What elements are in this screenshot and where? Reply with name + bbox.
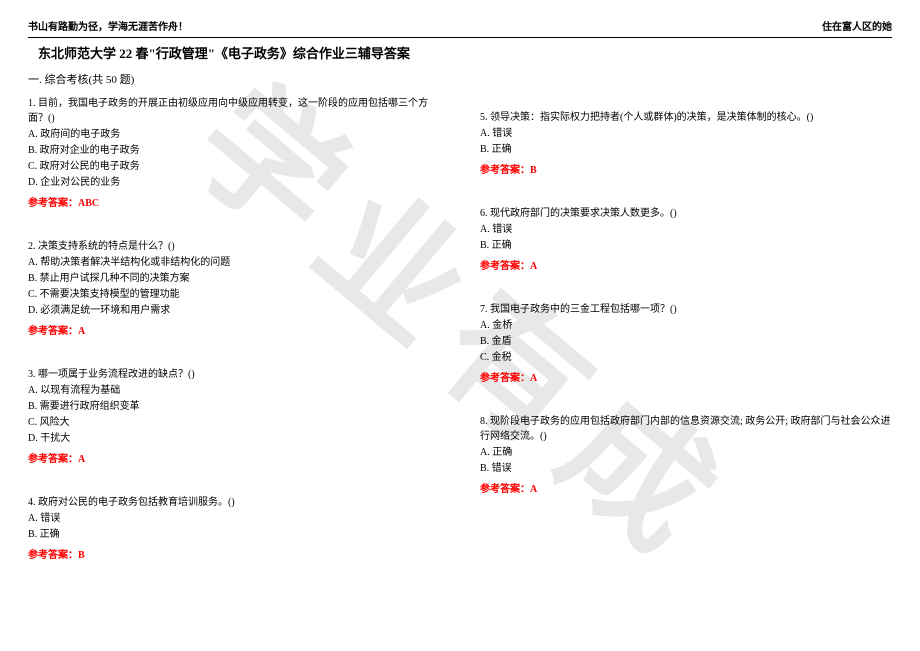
question-text: 5. 领导决策：指实际权力把持者(个人或群体)的决策，是决策体制的核心。() <box>480 110 892 125</box>
option: B. 正确 <box>480 238 892 253</box>
question-text: 7. 我国电子政务中的三金工程包括哪一项？() <box>480 302 892 317</box>
option: D. 必须满足统一环境和用户需求 <box>28 303 440 318</box>
question-text: 1. 目前，我国电子政务的开展正由初级应用向中级应用转变，这一阶段的应用包括哪三… <box>28 96 440 126</box>
option: B. 错误 <box>480 461 892 476</box>
column-left: 1. 目前，我国电子政务的开展正由初级应用向中级应用转变，这一阶段的应用包括哪三… <box>28 96 460 591</box>
question: 3. 哪一项属于业务流程改进的缺点？()A. 以现有流程为基础B. 需要进行政府… <box>28 367 440 467</box>
answer: 参考答案：ABC <box>28 196 440 211</box>
option: C. 不需要决策支持模型的管理功能 <box>28 287 440 302</box>
answer: 参考答案：A <box>480 482 892 497</box>
header-right: 住在富人区的她 <box>822 20 892 35</box>
option: A. 政府间的电子政务 <box>28 127 440 142</box>
question: 7. 我国电子政务中的三金工程包括哪一项？()A. 金桥B. 金盾C. 金税参考… <box>480 302 892 386</box>
section-heading: 一. 综合考核(共 50 题) <box>28 72 892 89</box>
answer: 参考答案：A <box>480 371 892 386</box>
option: A. 正确 <box>480 445 892 460</box>
question-text: 2. 决策支持系统的特点是什么？() <box>28 239 440 254</box>
column-right: 5. 领导决策：指实际权力把持者(个人或群体)的决策，是决策体制的核心。()A.… <box>460 96 892 591</box>
option: A. 错误 <box>28 511 440 526</box>
question-text: 6. 现代政府部门的决策要求决策人数更多。() <box>480 206 892 221</box>
option: B. 需要进行政府组织变革 <box>28 399 440 414</box>
answer: 参考答案：A <box>480 259 892 274</box>
answer: 参考答案：B <box>480 163 892 178</box>
answer: 参考答案：B <box>28 548 440 563</box>
header-left: 书山有路勤为径，学海无涯苦作舟！ <box>28 20 188 35</box>
answer: 参考答案：A <box>28 324 440 339</box>
option: D. 企业对公民的业务 <box>28 175 440 190</box>
option: B. 正确 <box>28 527 440 542</box>
option: B. 禁止用户试探几种不同的决策方案 <box>28 271 440 286</box>
page-header: 书山有路勤为径，学海无涯苦作舟！ 住在富人区的她 <box>28 20 892 38</box>
content-area: 1. 目前，我国电子政务的开展正由初级应用向中级应用转变，这一阶段的应用包括哪三… <box>28 96 892 591</box>
question: 6. 现代政府部门的决策要求决策人数更多。()A. 错误B. 正确参考答案：A <box>480 206 892 274</box>
option: A. 错误 <box>480 126 892 141</box>
question-text: 3. 哪一项属于业务流程改进的缺点？() <box>28 367 440 382</box>
question: 4. 政府对公民的电子政务包括教育培训服务。()A. 错误B. 正确参考答案：B <box>28 495 440 563</box>
option: A. 以现有流程为基础 <box>28 383 440 398</box>
question-text: 8. 现阶段电子政务的应用包括政府部门内部的信息资源交流; 政务公开; 政府部门… <box>480 414 892 444</box>
question: 5. 领导决策：指实际权力把持者(个人或群体)的决策，是决策体制的核心。()A.… <box>480 110 892 178</box>
option: C. 政府对公民的电子政务 <box>28 159 440 174</box>
option: B. 政府对企业的电子政务 <box>28 143 440 158</box>
answer: 参考答案：A <box>28 452 440 467</box>
question: 1. 目前，我国电子政务的开展正由初级应用向中级应用转变，这一阶段的应用包括哪三… <box>28 96 440 211</box>
option: B. 金盾 <box>480 334 892 349</box>
question-text: 4. 政府对公民的电子政务包括教育培训服务。() <box>28 495 440 510</box>
question: 8. 现阶段电子政务的应用包括政府部门内部的信息资源交流; 政务公开; 政府部门… <box>480 414 892 497</box>
option: A. 金桥 <box>480 318 892 333</box>
option: A. 错误 <box>480 222 892 237</box>
option: C. 风险大 <box>28 415 440 430</box>
option: C. 金税 <box>480 350 892 365</box>
option: B. 正确 <box>480 142 892 157</box>
option: D. 干扰大 <box>28 431 440 446</box>
question: 2. 决策支持系统的特点是什么？()A. 帮助决策者解决半结构化或非结构化的问题… <box>28 239 440 339</box>
document-title: 东北师范大学 22 春"行政管理"《电子政务》综合作业三辅导答案 <box>38 44 892 64</box>
option: A. 帮助决策者解决半结构化或非结构化的问题 <box>28 255 440 270</box>
